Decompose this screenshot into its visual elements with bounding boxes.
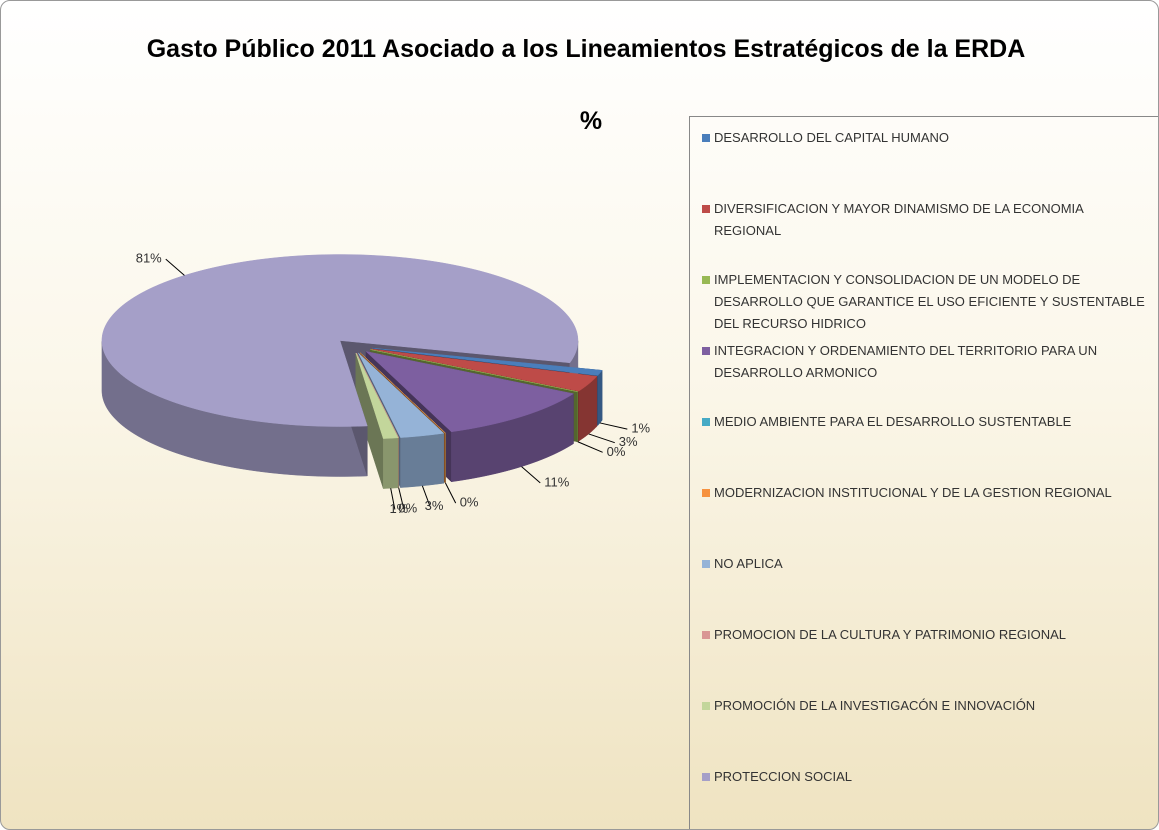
leader-line	[577, 441, 603, 453]
legend-label: NO APLICA	[714, 556, 783, 571]
legend-label: MODERNIZACION INSTITUCIONAL Y DE LA GEST…	[714, 485, 1112, 500]
legend-label: DESARROLLO DEL CAPITAL HUMANO	[714, 130, 950, 145]
slice	[371, 348, 598, 392]
slice	[358, 352, 445, 438]
data-label: 0%	[607, 444, 626, 459]
legend-entry: IMPLEMENTACION Y CONSOLIDACION DE UN MOD…	[702, 269, 1152, 335]
data-label: 3%	[619, 434, 638, 449]
legend-label: INTEGRACION Y ORDENAMIENTO DEL TERRITORI…	[714, 343, 1098, 380]
legend-swatch	[702, 418, 710, 426]
slice	[370, 349, 578, 393]
legend-swatch	[702, 276, 710, 284]
legend-swatch	[702, 631, 710, 639]
legend-label: PROMOCIÓN DE LA INVESTIGACÓN E INNOVACIÓ…	[714, 698, 1036, 713]
legend-entry: DESARROLLO DEL CAPITAL HUMANO	[702, 127, 1152, 149]
data-label: 81%	[136, 251, 162, 266]
leader-line	[398, 487, 405, 510]
data-label: 1%	[631, 421, 650, 436]
legend-label: PROMOCION DE LA CULTURA Y PATRIMONIO REG…	[714, 627, 1067, 642]
leader-line	[521, 466, 541, 484]
leader-line	[588, 433, 615, 444]
data-label: 0%	[398, 500, 417, 515]
legend-label: MEDIO AMBIENTE PARA EL DESARROLLO SUSTEN…	[714, 414, 1072, 429]
pie-area: 1%3%0%11%0%3%0%1%81%	[101, 251, 651, 516]
legend-entry: MEDIO AMBIENTE PARA EL DESARROLLO SUSTEN…	[702, 411, 1152, 433]
leader-line	[390, 488, 396, 510]
legend: DESARROLLO DEL CAPITAL HUMANO DIVERSIFICA…	[689, 116, 1158, 829]
chart-subtitle: %	[579, 107, 603, 135]
leader-line	[421, 485, 431, 507]
legend-swatch	[702, 205, 710, 213]
slice	[101, 254, 579, 427]
data-label: 1%	[389, 501, 408, 516]
legend-swatch	[702, 702, 710, 710]
data-label: 11%	[544, 474, 569, 489]
slice-side	[597, 369, 603, 427]
slice	[372, 347, 603, 376]
legend-swatch	[702, 560, 710, 568]
leader-line	[165, 258, 185, 276]
data-label: 3%	[425, 498, 444, 513]
legend-swatch	[702, 134, 710, 142]
data-label: 0%	[460, 495, 479, 510]
legend-swatch	[702, 489, 710, 497]
legend-swatch	[702, 773, 710, 781]
legend-entry: INTEGRACION Y ORDENAMIENTO DEL TERRITORI…	[702, 340, 1152, 384]
legend-entry: DIVERSIFICACION Y MAYOR DINAMISMO DE LA …	[702, 198, 1152, 242]
slice	[365, 351, 575, 433]
legend-entry: NO APLICA	[702, 553, 1152, 575]
legend-entry: PROMOCIÓN DE LA INVESTIGACÓN E INNOVACIÓ…	[702, 695, 1152, 717]
slice-side	[400, 432, 444, 488]
legend-label: DIVERSIFICACION Y MAYOR DINAMISMO DE LA …	[714, 201, 1084, 238]
slice	[355, 353, 399, 439]
legend-label: IMPLEMENTACION Y CONSOLIDACION DE UN MOD…	[714, 272, 1145, 331]
slice-side	[383, 437, 399, 489]
legend-entry: PROMOCION DE LA CULTURA Y PATRIMONIO REG…	[702, 624, 1152, 646]
legend-entry: PROTECCION SOCIAL	[702, 766, 1152, 788]
legend-entry: MODERNIZACION INSTITUCIONAL Y DE LA GEST…	[702, 482, 1152, 504]
leader-line	[445, 482, 457, 504]
legend-label: PROTECCION SOCIAL	[714, 769, 852, 784]
leader-line	[599, 422, 628, 430]
legend-swatch	[702, 347, 710, 355]
chart-title: Gasto Público 2011 Asociado a los Lineam…	[146, 35, 1026, 63]
